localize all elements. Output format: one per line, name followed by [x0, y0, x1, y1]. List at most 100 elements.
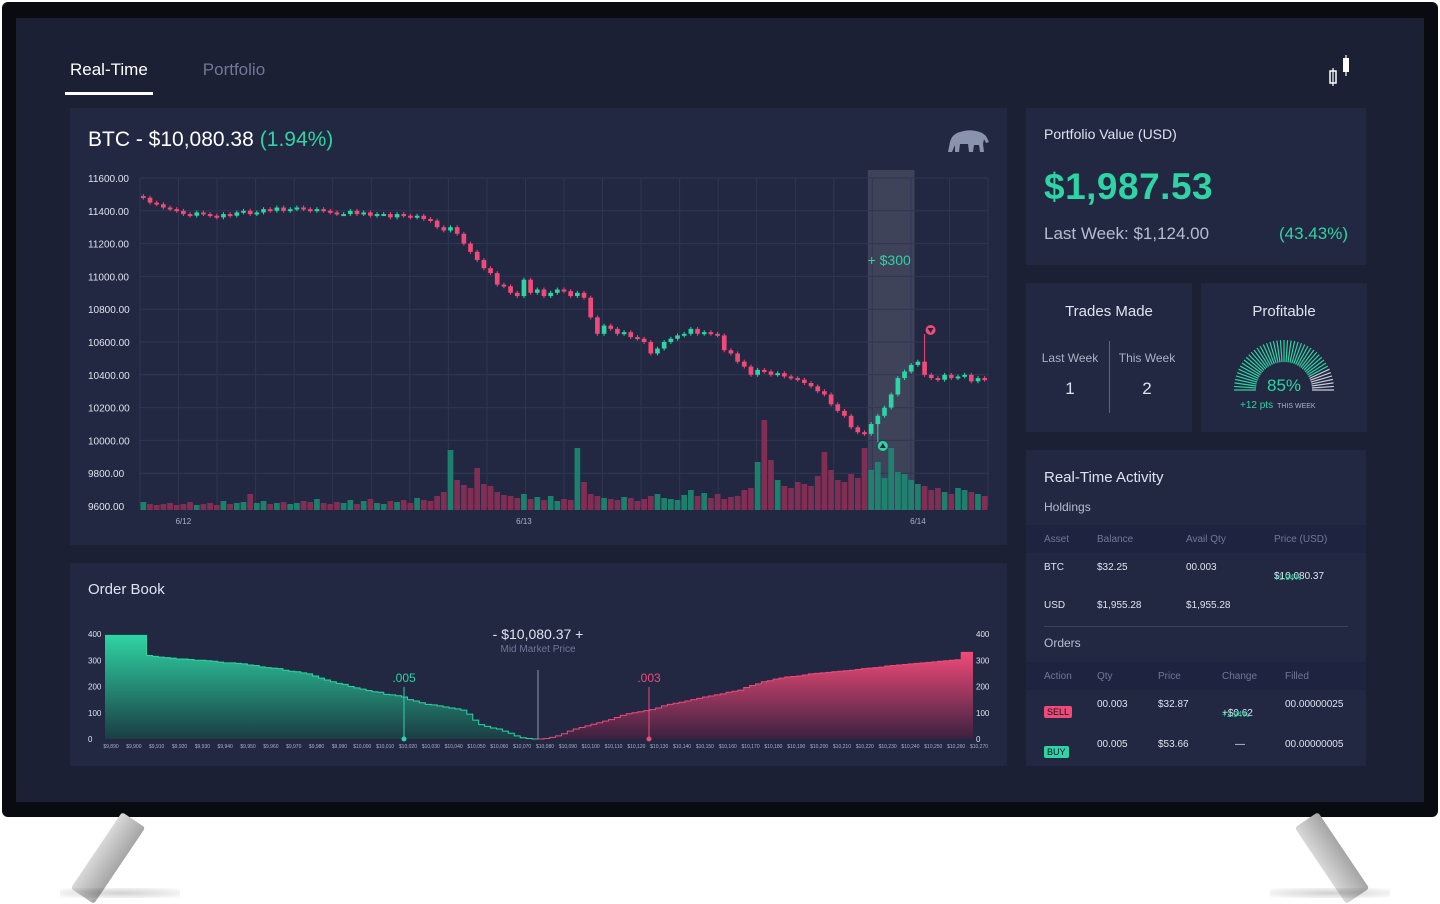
chart-title-change: (1.94%): [259, 128, 334, 151]
volume-bar: [240, 502, 247, 510]
y-tick-label: 11200.00: [88, 240, 129, 251]
volume-bar: [881, 478, 888, 510]
volume-bar: [567, 500, 574, 510]
candlestick-chart[interactable]: 11600.00 11400.00 11200.00 11000.00 10800.00…: [70, 108, 1007, 545]
candle: [968, 374, 974, 382]
gauge-tick: [1311, 378, 1333, 385]
volume-bar: [380, 504, 387, 510]
candle: [501, 284, 507, 287]
volume-bar: [267, 504, 274, 510]
volume-bar: [440, 492, 447, 510]
volume-bar: [300, 501, 307, 510]
x-tick-label: $10,050: [467, 744, 485, 750]
candle: [828, 394, 834, 405]
candle: [548, 292, 553, 297]
volume-bar: [153, 505, 160, 510]
volume-bar: [280, 502, 287, 510]
volume-bar: [574, 448, 581, 510]
volume-bar: [788, 488, 794, 510]
candle: [635, 337, 640, 340]
volume-bar: [607, 499, 614, 510]
bear-icon[interactable]: [946, 126, 990, 154]
gauge-tick: [1291, 341, 1299, 364]
portfolio-value-panel: Portfolio Value (USD) $1,987.53 Last Wee…: [1026, 108, 1366, 265]
x-tick-label: $10,180: [764, 744, 782, 750]
price-chart-panel: 11600.00 11400.00 11200.00 11000.00 10800.00…: [70, 108, 1007, 545]
gauge-tick: [1285, 340, 1289, 363]
order-change-pct: +1.94%: [1222, 710, 1250, 719]
volume-bar: [794, 482, 801, 510]
volume-bar: [187, 502, 193, 510]
x-tick-label: 6/13: [516, 517, 532, 526]
candlestick-logo-icon[interactable]: [1328, 54, 1352, 88]
volume-bar: [507, 496, 514, 510]
volume-bar: [547, 496, 554, 510]
gauge-tick: [1307, 362, 1327, 376]
volume-bar: [594, 496, 601, 510]
buy-badge[interactable]: BUY: [1044, 746, 1069, 758]
candle: [401, 214, 407, 217]
candle: [354, 210, 360, 215]
tab-real-time[interactable]: Real-Time: [65, 60, 153, 95]
candle: [488, 268, 493, 274]
volume-bar: [260, 501, 267, 510]
candle: [822, 391, 827, 395]
order-qty: 00.005: [1097, 739, 1128, 750]
candle: [882, 407, 887, 416]
candle: [902, 371, 907, 379]
candle: [741, 361, 747, 367]
x-tick-label: $10,160: [719, 744, 737, 750]
gauge-tick: [1295, 344, 1306, 365]
volume-bar: [414, 498, 420, 510]
x-tick-label: $10,060: [490, 744, 508, 750]
y-tick-label: 400: [88, 630, 102, 639]
order-book-chart[interactable]: 400 400 300 300 200 200 100 100 0 0 - $10,080.37 +…: [70, 563, 1007, 766]
x-tick-label: $9,900: [126, 744, 142, 750]
x-tick-label: $10,090: [559, 744, 577, 750]
volume-bar: [167, 503, 173, 510]
volume-bar: [320, 503, 327, 510]
candle: [408, 215, 413, 218]
candle: [895, 378, 901, 395]
candle: [775, 373, 781, 376]
trades-divider: [1109, 341, 1110, 413]
tab-portfolio[interactable]: Portfolio: [202, 60, 266, 79]
volume-bar: [481, 484, 487, 510]
candle: [942, 374, 947, 380]
volume-bar: [908, 480, 915, 510]
volume-bar: [454, 480, 461, 510]
gauge-tick: [1265, 342, 1275, 364]
candle: [701, 332, 707, 335]
profitable-pts-value: +12 pts: [1240, 400, 1274, 411]
gauge-tick: [1236, 371, 1258, 381]
profit-annotation: + $300: [868, 252, 911, 268]
volume-bar: [694, 496, 701, 510]
volume-bar: [734, 496, 741, 510]
y-tick-label: 9600.00: [88, 502, 125, 513]
y-tick-label: 300: [976, 656, 990, 665]
sell-badge[interactable]: SELL: [1044, 706, 1073, 718]
x-tick-label: $10,100: [582, 744, 600, 750]
orders-header-row: Action Qty Price Change Filled: [1026, 662, 1366, 690]
volume-bar: [314, 499, 320, 510]
candle: [361, 212, 367, 215]
volume-bar: [233, 503, 240, 510]
volume-bar: [367, 499, 374, 510]
x-tick-label: $10,130: [650, 744, 668, 750]
x-tick-label: $10,150: [696, 744, 714, 750]
y-tick-label: 300: [88, 656, 102, 665]
candle: [935, 378, 941, 381]
gauge-tick: [1279, 340, 1283, 363]
activity-title: Real-Time Activity: [1044, 469, 1164, 486]
candle: [374, 214, 380, 217]
y-tick-label: 10600.00: [88, 338, 130, 349]
x-tick-label: $10,260: [947, 744, 965, 750]
x-tick-label: $9,890: [103, 744, 119, 750]
candle: [454, 227, 460, 234]
candle: [207, 214, 213, 217]
gauge-tick: [1235, 375, 1258, 383]
volume-bar: [895, 472, 901, 510]
candle: [782, 373, 787, 377]
candle: [141, 196, 146, 199]
candle: [788, 376, 794, 379]
